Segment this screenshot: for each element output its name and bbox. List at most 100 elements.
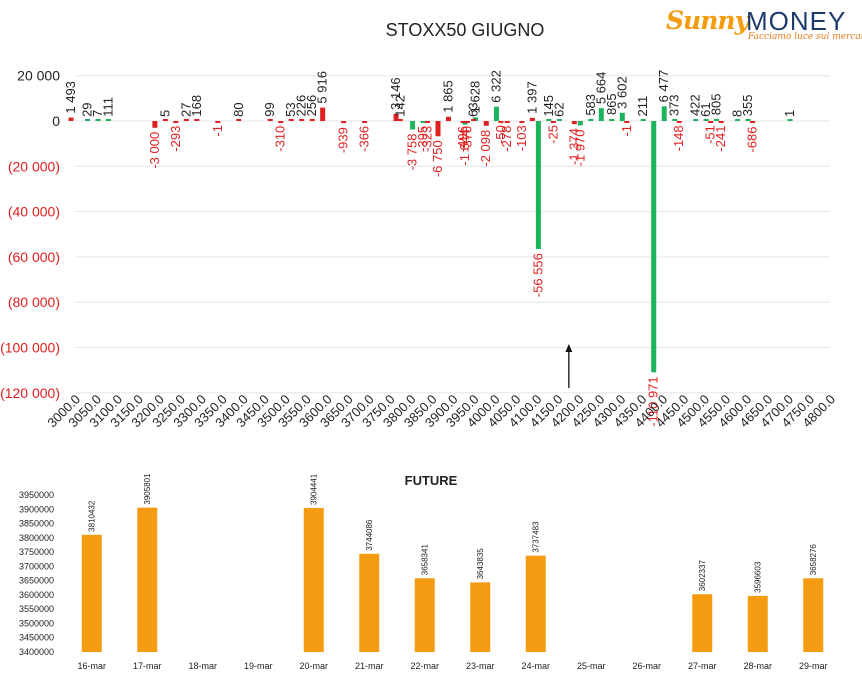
data-label: 422: [688, 94, 703, 116]
data-label: -1 644: [457, 129, 472, 166]
bar: [577, 121, 583, 126]
x-tick-label: 21-mar: [355, 661, 384, 671]
data-label: -496: [455, 126, 470, 152]
bar: [471, 119, 477, 121]
data-label: -293: [168, 126, 183, 152]
bar: [152, 121, 158, 128]
y-tick-label: 0: [52, 113, 60, 129]
data-label: 6 477: [656, 70, 671, 103]
data-label: 29: [79, 102, 94, 116]
bar: [546, 119, 552, 121]
data-label: -3 758: [405, 134, 420, 171]
bar: [640, 119, 646, 121]
data-label: 1 865: [441, 80, 456, 113]
data-label: -278: [499, 126, 514, 152]
bar: [278, 121, 284, 123]
bar: [320, 107, 326, 121]
y-tick-label: 3550000: [19, 604, 54, 614]
x-tick-label: 25-mar: [577, 661, 606, 671]
data-label: 80: [231, 102, 246, 116]
x-tick-label: 26-mar: [632, 661, 661, 671]
data-label: 1 628: [467, 81, 482, 114]
data-label: -241: [713, 126, 728, 152]
data-label: 3 602: [614, 76, 629, 109]
bar: [435, 121, 441, 137]
y-tick-label: (20 000): [8, 158, 60, 174]
bar: [550, 121, 556, 123]
data-label: 211: [635, 96, 650, 117]
x-tick-label: 17-mar: [133, 661, 162, 671]
data-label: -50: [493, 125, 508, 144]
data-label: 61: [698, 102, 713, 116]
y-tick-label: (60 000): [8, 249, 60, 265]
annotation-arrowhead: [565, 344, 573, 352]
data-label: 168: [189, 95, 204, 117]
y-tick-label: (80 000): [8, 294, 60, 310]
x-tick-label: 24-mar: [521, 661, 550, 671]
bar: [735, 119, 741, 121]
y-tick-label: 3750000: [19, 547, 54, 557]
bar: [703, 119, 709, 121]
future-data-label: 3737483: [532, 521, 541, 553]
data-label: 145: [541, 95, 556, 117]
x-tick-label: 20-mar: [299, 661, 328, 671]
future-data-label: 3810432: [88, 500, 97, 532]
data-label: -1: [210, 125, 225, 137]
bar: [571, 121, 577, 125]
data-label: -366: [357, 126, 372, 152]
bar: [393, 113, 399, 121]
bar: [718, 121, 724, 123]
logo: Sunny MONEY Facciamo luce sui mercati: [664, 4, 862, 44]
bar: [84, 119, 90, 121]
x-tick-label: 16-mar: [77, 661, 106, 671]
bar: [693, 119, 699, 121]
bar: [672, 119, 678, 121]
bar: [410, 121, 416, 130]
y-tick-label: 3850000: [19, 519, 54, 529]
future-data-label: 3643835: [476, 548, 485, 580]
bar: [299, 119, 305, 121]
future-data-label: 3602337: [698, 560, 707, 592]
future-bar: [692, 594, 713, 652]
bar: [519, 121, 525, 123]
y-tick-label: 3800000: [19, 533, 54, 543]
data-label: -6 750: [430, 140, 445, 177]
bar: [460, 121, 466, 123]
future-data-label: 3905801: [143, 473, 152, 505]
data-label: 5 664: [593, 72, 608, 105]
bar: [651, 121, 657, 373]
data-label: -110 971: [646, 376, 661, 426]
stoxx50-options-chart: STOXX50 GIUGNO 20 000 0 (20 000) (40 000) (6…: [0, 20, 838, 430]
bar: [309, 119, 315, 121]
data-label: 1: [782, 110, 797, 117]
logo-tagline: Facciamo luce sui mercati: [748, 32, 862, 42]
bar: [68, 117, 74, 121]
bar: [483, 121, 489, 126]
data-label: -1 374: [566, 128, 581, 165]
x-tick-label: 23-mar: [466, 661, 495, 671]
bar: [105, 119, 111, 121]
future-bar: [747, 595, 768, 652]
data-label: 53: [283, 102, 298, 116]
bar: [676, 121, 682, 123]
x-tick-label: 22-mar: [410, 661, 439, 671]
bar: [425, 121, 431, 123]
bar: [661, 106, 667, 121]
bar: [598, 108, 604, 121]
future-title: FUTURE: [405, 473, 458, 488]
data-label: 6 322: [488, 70, 503, 103]
data-label: -103: [514, 125, 529, 151]
data-label: -323: [420, 126, 435, 152]
bar: [535, 121, 541, 250]
bar: [173, 121, 179, 123]
data-label: -370: [459, 126, 474, 152]
data-label: 63: [466, 102, 481, 116]
bar: [745, 119, 751, 121]
data-label: 583: [583, 94, 598, 116]
data-label: -395: [415, 126, 430, 152]
data-label: 5: [157, 110, 172, 117]
data-label: -25: [545, 125, 560, 144]
bar: [504, 121, 510, 123]
x-tick-label: 29-mar: [799, 661, 828, 671]
bar: [362, 121, 368, 123]
